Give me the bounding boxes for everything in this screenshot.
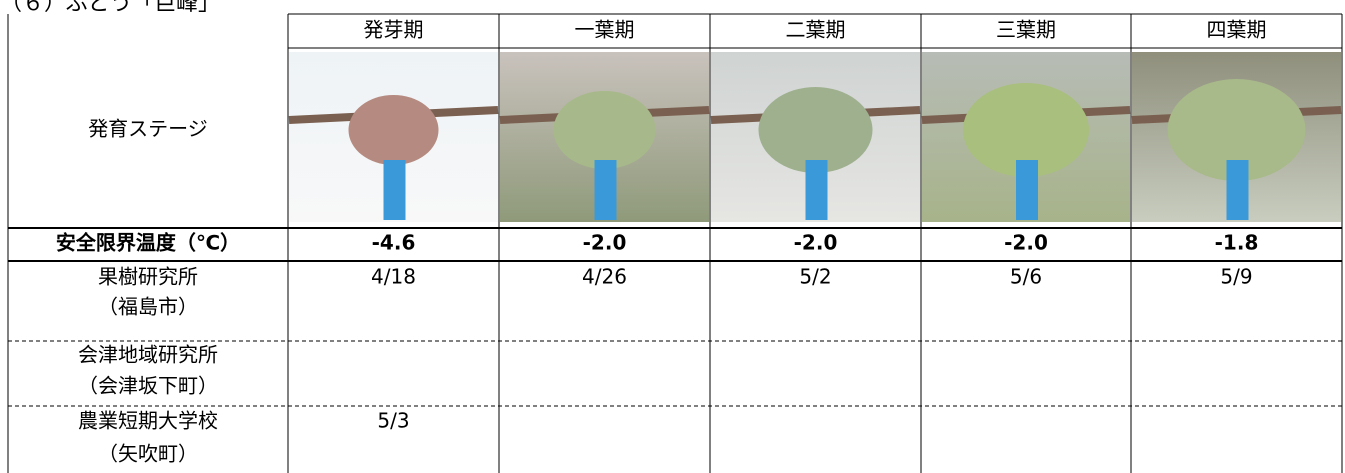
- temp-value: -4.6: [372, 231, 416, 255]
- photo-detail: [348, 95, 439, 165]
- location-name: 農業短期大学校: [78, 409, 218, 433]
- location-name: 果樹研究所: [98, 265, 198, 289]
- location-name: 会津地域研究所: [78, 343, 218, 367]
- stage-name: 四葉期: [1207, 18, 1267, 42]
- photo-detail: [1167, 79, 1306, 181]
- stage-label: 発育ステージ: [88, 117, 208, 141]
- temp-value: -2.0: [583, 231, 627, 255]
- date: 4/26: [582, 265, 627, 289]
- photo-detail: [1226, 160, 1249, 220]
- location-place: （会津坂下町）: [78, 374, 218, 398]
- date: 5/3: [377, 409, 409, 433]
- date: 4/18: [371, 265, 416, 289]
- photo-detail: [805, 160, 828, 220]
- temp-value: -2.0: [1004, 231, 1048, 255]
- temp-label: 安全限界温度（℃）: [56, 231, 240, 255]
- table-grid: [8, 13, 1342, 407]
- location-place: （矢吹町）: [98, 442, 198, 466]
- photo-detail: [594, 160, 617, 220]
- stage-name: 二葉期: [786, 18, 846, 42]
- stage-name: 一葉期: [575, 18, 635, 42]
- temp-value: -2.0: [794, 231, 838, 255]
- photo-detail: [553, 91, 656, 169]
- stage-name: 三葉期: [996, 18, 1056, 42]
- date: 5/6: [1010, 265, 1042, 289]
- photos: [288, 52, 1342, 222]
- photo-detail: [1016, 160, 1038, 220]
- title: （６）ぶどう「巨峰」: [0, 0, 220, 16]
- photo-detail: [383, 160, 406, 220]
- date: 5/9: [1220, 265, 1252, 289]
- temp-value: -1.8: [1215, 231, 1259, 255]
- date: 5/2: [799, 265, 831, 289]
- photo-detail: [963, 83, 1089, 177]
- location-place: （福島市）: [98, 295, 198, 319]
- photo-detail: [758, 87, 873, 173]
- stage-name: 発芽期: [364, 18, 424, 42]
